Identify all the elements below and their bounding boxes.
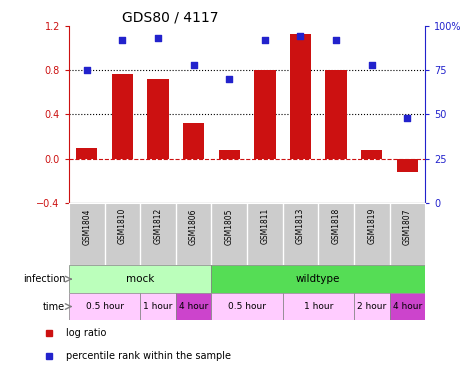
Text: 1 hour: 1 hour [304,302,333,311]
Text: 1 hour: 1 hour [143,302,172,311]
Bar [140,293,176,320]
Text: GSM1818: GSM1818 [332,208,341,244]
Text: 4 hour: 4 hour [179,302,208,311]
Text: GSM1806: GSM1806 [189,208,198,244]
Bar [218,150,240,159]
Point [332,37,340,43]
Bar [76,147,97,159]
Text: GSM1810: GSM1810 [118,208,127,244]
Text: infection: infection [23,274,65,284]
Bar [283,293,354,320]
Text: GDS80 / 4117: GDS80 / 4117 [123,11,219,25]
Point [403,115,411,121]
Text: 2 hour: 2 hour [357,302,386,311]
Bar [354,293,390,320]
Bar [183,123,204,159]
Point [368,62,375,68]
Bar [112,74,133,159]
Text: GSM1807: GSM1807 [403,208,412,244]
Text: 4 hour: 4 hour [393,302,422,311]
Point [154,35,162,41]
Text: log ratio: log ratio [66,328,106,338]
Bar [69,293,140,320]
Text: GSM1805: GSM1805 [225,208,234,244]
Text: GSM1819: GSM1819 [367,208,376,244]
Text: 0.5 hour: 0.5 hour [228,302,266,311]
Bar [176,293,211,320]
Bar [211,293,283,320]
Bar [361,150,382,159]
Point [261,37,269,43]
Bar [397,159,418,172]
Bar [390,293,425,320]
Text: GSM1804: GSM1804 [82,208,91,244]
Text: mock: mock [126,274,154,284]
Text: percentile rank within the sample: percentile rank within the sample [66,351,231,361]
Text: GSM1813: GSM1813 [296,208,305,244]
Bar [254,70,276,159]
Bar [147,79,169,159]
Text: GSM1811: GSM1811 [260,208,269,244]
Point [83,67,90,73]
Bar [290,34,311,159]
Point [119,37,126,43]
Point [190,62,198,68]
Text: 0.5 hour: 0.5 hour [86,302,124,311]
Point [296,33,304,39]
Bar [325,70,347,159]
Text: time: time [43,302,65,311]
Point [225,76,233,82]
Bar [69,265,211,293]
Text: wildtype: wildtype [296,274,341,284]
Bar [211,265,425,293]
Text: GSM1812: GSM1812 [153,208,162,244]
